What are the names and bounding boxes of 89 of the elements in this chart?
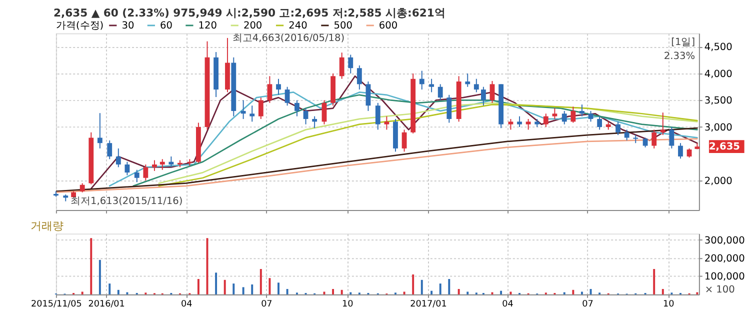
candlestick — [652, 129, 657, 149]
candlestick — [339, 52, 344, 80]
annotation: 2.33% — [664, 50, 696, 62]
candlestick — [160, 158, 165, 170]
line-series — [56, 138, 698, 194]
y-tick-label: 300,000 — [704, 235, 745, 246]
text: × 100 — [704, 284, 735, 296]
y-tick-label: 200,000 — [704, 254, 745, 265]
y-tick-label: 100,000 — [704, 272, 745, 283]
candlestick — [642, 137, 648, 148]
candlestick — [276, 78, 281, 96]
candlestick — [465, 72, 470, 88]
candlestick — [686, 148, 692, 158]
x-tick-label: 2015/11/05 — [31, 300, 82, 310]
legend-label: 600 — [378, 20, 398, 32]
candlestick — [570, 106, 576, 124]
candlestick — [152, 160, 157, 172]
candlestick — [616, 121, 620, 136]
candlestick — [429, 78, 434, 93]
candlestick — [402, 129, 407, 152]
y-tick-label: 4,000 — [704, 68, 732, 80]
candlestick — [356, 64, 362, 90]
candlestick — [384, 116, 390, 130]
x-tick-label: 04 — [502, 300, 514, 310]
candlestick — [678, 142, 683, 160]
legend-title: 가격(수정) — [56, 20, 104, 32]
y-tick-label: 3,000 — [704, 122, 732, 134]
candlestick — [480, 86, 486, 106]
y-tick-label: 4,500 — [704, 42, 732, 54]
candlestick — [660, 112, 666, 136]
candlestick — [624, 129, 630, 141]
candlestick — [490, 80, 495, 104]
candlestick — [597, 116, 602, 130]
line-series — [90, 75, 698, 190]
x-tick-label: 10 — [342, 300, 354, 310]
candlestick — [303, 108, 308, 125]
candlestick — [552, 108, 558, 120]
candlestick — [419, 70, 424, 90]
x-tick-label: 10 — [663, 300, 675, 310]
candlestick — [366, 81, 371, 112]
candlestick — [250, 105, 255, 122]
candlestick — [258, 97, 264, 120]
candlestick — [97, 112, 102, 149]
x-tick-label: 07 — [582, 300, 594, 310]
y-tick-label: 3,500 — [704, 96, 732, 107]
annotation: 최저1,613(2015/11/16) — [70, 196, 183, 208]
candlestick — [267, 76, 272, 104]
chart-title: 거래량 — [30, 220, 64, 233]
x-tick-label: 2016/01 — [88, 300, 125, 310]
candlestick — [168, 156, 174, 168]
candlestick — [284, 86, 290, 106]
candlestick — [543, 113, 548, 128]
candlestick — [438, 84, 443, 101]
legend-label: 120 — [198, 20, 217, 32]
candlestick — [446, 94, 452, 124]
annotation: 2,635 — [708, 142, 740, 153]
annotation: [1일] — [671, 37, 696, 48]
candlestick — [474, 78, 479, 93]
chart-title: 2,635 ▲ 60 (2.33%) 975,949 시:2,590 고:2,695 저:2,585 시총:621억 — [54, 6, 446, 20]
candlestick — [240, 100, 246, 120]
candlestick — [348, 54, 354, 74]
candlestick — [526, 118, 531, 130]
candlestick — [143, 164, 148, 182]
candlestick — [107, 140, 112, 160]
candlestick — [124, 161, 130, 176]
x-tick-label: 2017/01 — [410, 300, 447, 310]
legend-label: 240 — [288, 20, 308, 32]
candlestick — [562, 110, 567, 125]
candlestick — [294, 100, 300, 117]
candlestick — [116, 148, 121, 168]
annotation: 최고4,663(2016/05/18) — [232, 32, 345, 44]
candlestick — [508, 118, 514, 130]
x-tick-label: 04 — [181, 300, 193, 310]
candlestick — [375, 102, 380, 130]
legend-label: 60 — [160, 20, 172, 32]
y-tick-label: 2,000 — [704, 176, 732, 187]
candlestick — [312, 116, 318, 129]
candlestick — [80, 182, 85, 193]
legend-label: 30 — [122, 20, 134, 32]
candlestick — [322, 100, 327, 125]
candlestick — [669, 126, 674, 149]
candlestick — [580, 104, 584, 117]
line-series — [56, 127, 698, 192]
legend-label: 500 — [334, 20, 352, 32]
candlestick — [588, 110, 594, 122]
candlestick — [517, 116, 522, 128]
x-tick-label: 07 — [261, 300, 272, 310]
legend-label: 200 — [243, 20, 262, 32]
candlestick — [134, 169, 140, 183]
